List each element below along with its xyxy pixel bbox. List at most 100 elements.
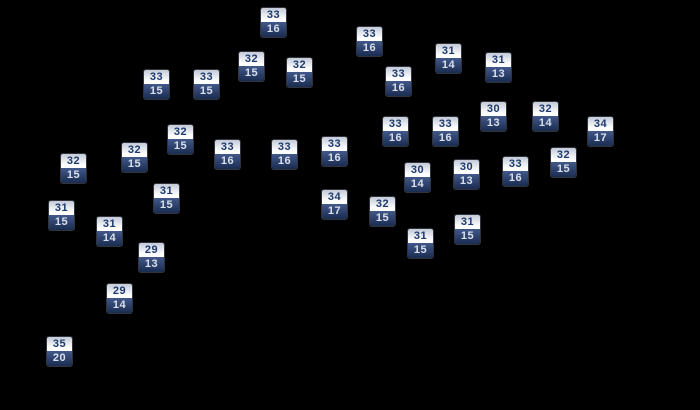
low-temp-label: 14 <box>405 177 430 192</box>
high-temp-label: 33 <box>215 140 240 154</box>
temperature-badge[interactable]: 34 17 <box>322 190 347 219</box>
temperature-badge[interactable]: 32 15 <box>370 197 395 226</box>
high-temp-label: 30 <box>454 160 479 174</box>
low-temp-label: 15 <box>154 198 179 213</box>
low-temp-label: 15 <box>370 211 395 226</box>
temperature-badge[interactable]: 32 15 <box>551 148 576 177</box>
high-temp-label: 30 <box>405 163 430 177</box>
low-temp-label: 16 <box>383 131 408 146</box>
low-temp-label: 13 <box>454 174 479 189</box>
high-temp-label: 31 <box>154 184 179 198</box>
low-temp-label: 13 <box>139 257 164 272</box>
temperature-badge[interactable]: 33 16 <box>261 8 286 37</box>
temperature-badge[interactable]: 33 16 <box>272 140 297 169</box>
high-temp-label: 31 <box>455 215 480 229</box>
low-temp-label: 15 <box>144 84 169 99</box>
low-temp-label: 16 <box>503 171 528 186</box>
low-temp-label: 15 <box>287 72 312 87</box>
temperature-badge[interactable]: 32 15 <box>287 58 312 87</box>
low-temp-label: 17 <box>322 204 347 219</box>
low-temp-label: 13 <box>486 67 511 82</box>
low-temp-label: 15 <box>49 215 74 230</box>
temperature-badge[interactable]: 33 16 <box>215 140 240 169</box>
temperature-badge[interactable]: 33 16 <box>383 117 408 146</box>
temperature-badge[interactable]: 31 13 <box>486 53 511 82</box>
temperature-badge[interactable]: 32 15 <box>168 125 193 154</box>
high-temp-label: 33 <box>357 27 382 41</box>
temperature-badge[interactable]: 33 15 <box>144 70 169 99</box>
temperature-badge[interactable]: 33 16 <box>322 137 347 166</box>
temperature-badge[interactable]: 32 14 <box>533 102 558 131</box>
low-temp-label: 16 <box>322 151 347 166</box>
temperature-badge[interactable]: 30 14 <box>405 163 430 192</box>
high-temp-label: 31 <box>49 201 74 215</box>
temperature-badge[interactable]: 33 16 <box>433 117 458 146</box>
low-temp-label: 15 <box>122 157 147 172</box>
high-temp-label: 32 <box>533 102 558 116</box>
temperature-badge[interactable]: 30 13 <box>454 160 479 189</box>
low-temp-label: 15 <box>194 84 219 99</box>
temperature-badge[interactable]: 32 15 <box>61 154 86 183</box>
high-temp-label: 32 <box>122 143 147 157</box>
high-temp-label: 32 <box>287 58 312 72</box>
high-temp-label: 34 <box>588 117 613 131</box>
low-temp-label: 16 <box>215 154 240 169</box>
temperature-badge[interactable]: 31 15 <box>49 201 74 230</box>
temperature-badge[interactable]: 33 15 <box>194 70 219 99</box>
temperature-badge[interactable]: 32 15 <box>239 52 264 81</box>
temperature-badge[interactable]: 33 16 <box>357 27 382 56</box>
high-temp-label: 33 <box>383 117 408 131</box>
low-temp-label: 15 <box>61 168 86 183</box>
high-temp-label: 29 <box>107 284 132 298</box>
low-temp-label: 16 <box>386 81 411 96</box>
high-temp-label: 32 <box>239 52 264 66</box>
temperature-badge[interactable]: 35 20 <box>47 337 72 366</box>
high-temp-label: 30 <box>481 102 506 116</box>
temperature-badge[interactable]: 31 15 <box>408 229 433 258</box>
high-temp-label: 33 <box>386 67 411 81</box>
high-temp-label: 34 <box>322 190 347 204</box>
high-temp-label: 32 <box>168 125 193 139</box>
high-temp-label: 31 <box>408 229 433 243</box>
high-temp-label: 33 <box>272 140 297 154</box>
low-temp-label: 14 <box>97 231 122 246</box>
temperature-badge[interactable]: 31 14 <box>436 44 461 73</box>
low-temp-label: 16 <box>433 131 458 146</box>
temperature-badge[interactable]: 34 17 <box>588 117 613 146</box>
low-temp-label: 15 <box>408 243 433 258</box>
temperature-badge[interactable]: 29 14 <box>107 284 132 313</box>
temperature-badge[interactable]: 31 15 <box>455 215 480 244</box>
high-temp-label: 33 <box>194 70 219 84</box>
temperature-badge[interactable]: 31 15 <box>154 184 179 213</box>
low-temp-label: 16 <box>272 154 297 169</box>
temperature-badge[interactable]: 29 13 <box>139 243 164 272</box>
high-temp-label: 32 <box>370 197 395 211</box>
low-temp-label: 20 <box>47 351 72 366</box>
high-temp-label: 35 <box>47 337 72 351</box>
low-temp-label: 17 <box>588 131 613 146</box>
low-temp-label: 16 <box>357 41 382 56</box>
low-temp-label: 15 <box>168 139 193 154</box>
high-temp-label: 33 <box>322 137 347 151</box>
high-temp-label: 31 <box>486 53 511 67</box>
high-temp-label: 32 <box>61 154 86 168</box>
temperature-badge[interactable]: 33 16 <box>503 157 528 186</box>
high-temp-label: 33 <box>433 117 458 131</box>
high-temp-label: 32 <box>551 148 576 162</box>
high-temp-label: 33 <box>503 157 528 171</box>
temperature-badge[interactable]: 30 13 <box>481 102 506 131</box>
low-temp-label: 14 <box>436 58 461 73</box>
temperature-badge[interactable]: 33 16 <box>386 67 411 96</box>
low-temp-label: 15 <box>239 66 264 81</box>
low-temp-label: 15 <box>551 162 576 177</box>
temperature-badge[interactable]: 31 14 <box>97 217 122 246</box>
low-temp-label: 15 <box>455 229 480 244</box>
high-temp-label: 33 <box>144 70 169 84</box>
low-temp-label: 16 <box>261 22 286 37</box>
high-temp-label: 29 <box>139 243 164 257</box>
low-temp-label: 14 <box>533 116 558 131</box>
high-temp-label: 31 <box>97 217 122 231</box>
temperature-badge[interactable]: 32 15 <box>122 143 147 172</box>
low-temp-label: 14 <box>107 298 132 313</box>
